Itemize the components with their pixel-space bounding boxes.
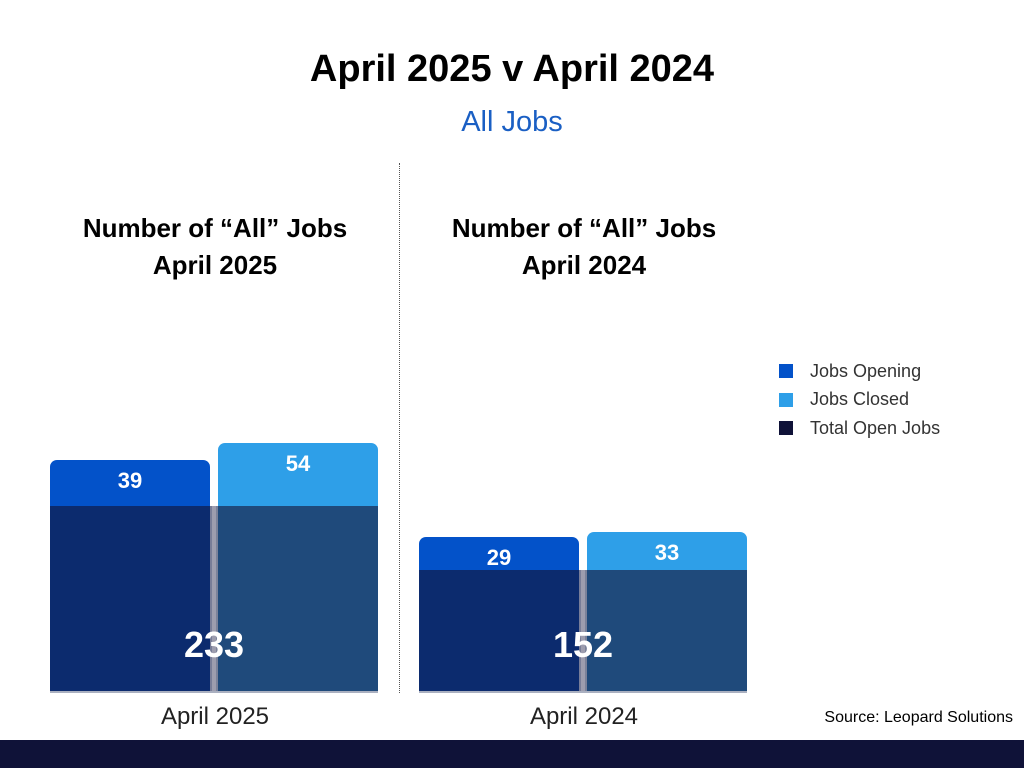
- legend-swatch-jobs-opening: [779, 364, 793, 379]
- legend-label: Jobs Opening: [810, 360, 922, 381]
- panel-title-april-2024: Number of “All” Jobs April 2024: [419, 210, 749, 284]
- panel-divider: [399, 163, 400, 693]
- label-total-open-jobs-april-2025: 233: [183, 624, 245, 665]
- x-label-april-2025: April 2025: [160, 703, 270, 730]
- panel-title-line1: Number of “All” Jobs: [451, 213, 717, 243]
- panel-title-april-2025: Number of “All” Jobs April 2025: [50, 210, 380, 284]
- legend: Jobs Opening Jobs Closed Total Open Jobs: [779, 357, 940, 443]
- x-axis-line: [50, 691, 378, 693]
- legend-item-total-open-jobs: Total Open Jobs: [779, 414, 940, 443]
- bar-seam: [210, 505, 218, 692]
- legend-item-jobs-closed: Jobs Closed: [779, 386, 940, 415]
- x-axis-line: [419, 691, 747, 693]
- bar-seam: [579, 570, 587, 692]
- label-jobs-closed-april-2024: 33: [654, 540, 680, 566]
- source-note: Source: Leopard Solutions: [824, 709, 1013, 726]
- bar-total-open-jobs-april-2024-right: [585, 570, 747, 692]
- legend-label: Total Open Jobs: [810, 417, 941, 438]
- x-label-april-2024: April 2024: [529, 703, 639, 730]
- panel-title-line2: April 2024: [521, 250, 647, 280]
- label-jobs-closed-april-2025: 54: [285, 450, 311, 476]
- legend-item-jobs-opening: Jobs Opening: [779, 357, 940, 386]
- legend-label: Jobs Closed: [810, 389, 910, 410]
- chart-subtitle: All Jobs: [461, 106, 563, 138]
- label-total-open-jobs-april-2024: 152: [552, 624, 614, 665]
- bar-total-open-jobs-april-2024-left: [419, 570, 581, 692]
- bar-jobs-opening-april-2025: [50, 460, 210, 514]
- panel-title-line2: April 2025: [152, 250, 278, 280]
- bar-total-open-jobs-april-2025-left: [50, 505, 212, 692]
- legend-swatch-total-open-jobs: [779, 421, 793, 436]
- chart-title: April 2025 v April 2024: [309, 48, 715, 90]
- label-jobs-opening-april-2025: 39: [117, 468, 143, 494]
- legend-swatch-jobs-closed: [779, 392, 793, 407]
- bar-total-open-jobs-april-2025-right: [216, 505, 378, 692]
- panel-title-line1: Number of “All” Jobs: [82, 213, 348, 243]
- bar-jobs-closed-april-2025: [218, 442, 378, 514]
- label-jobs-opening-april-2024: 29: [486, 544, 512, 570]
- footer-bar: [0, 740, 1024, 768]
